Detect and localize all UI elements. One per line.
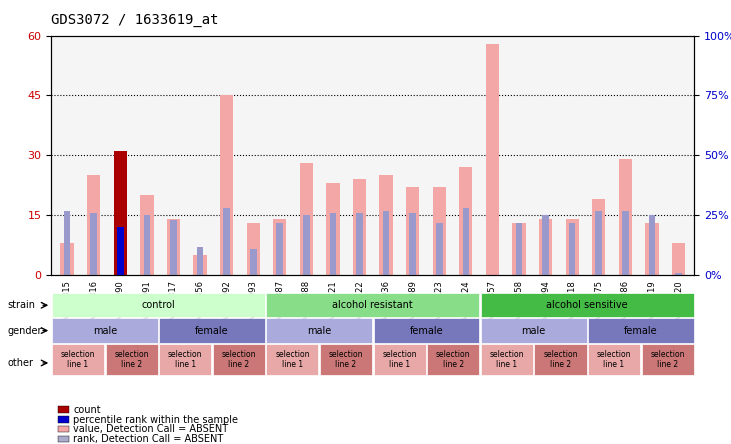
- Text: alcohol sensitive: alcohol sensitive: [547, 300, 628, 310]
- Bar: [539, 219, 552, 275]
- Text: female: female: [409, 325, 443, 336]
- Bar: [220, 95, 233, 275]
- Bar: [64, 210, 70, 275]
- Text: selection
line 2: selection line 2: [651, 350, 685, 369]
- Bar: [459, 167, 472, 275]
- Bar: [486, 44, 499, 275]
- Bar: [197, 246, 203, 275]
- Bar: [648, 215, 655, 275]
- Bar: [143, 215, 150, 275]
- Bar: [194, 255, 207, 275]
- Bar: [140, 195, 154, 275]
- Bar: [409, 213, 416, 275]
- Bar: [672, 243, 685, 275]
- Text: percentile rank within the sample: percentile rank within the sample: [73, 415, 238, 424]
- Bar: [91, 213, 97, 275]
- Bar: [618, 159, 632, 275]
- Text: GDS3072 / 1633619_at: GDS3072 / 1633619_at: [51, 13, 219, 28]
- Text: selection
line 2: selection line 2: [543, 350, 577, 369]
- Text: female: female: [624, 325, 658, 336]
- Text: strain: strain: [7, 300, 35, 310]
- Text: selection
line 1: selection line 1: [596, 350, 632, 369]
- Text: selection
line 1: selection line 1: [168, 350, 202, 369]
- Bar: [276, 222, 283, 275]
- Bar: [117, 227, 124, 275]
- Text: count: count: [73, 405, 101, 415]
- Text: control: control: [142, 300, 175, 310]
- Text: selection
line 2: selection line 2: [221, 350, 256, 369]
- Bar: [433, 187, 446, 275]
- Bar: [326, 183, 340, 275]
- Bar: [542, 215, 549, 275]
- Text: alcohol resistant: alcohol resistant: [333, 300, 413, 310]
- Bar: [622, 210, 629, 275]
- Text: selection
line 2: selection line 2: [329, 350, 363, 369]
- Bar: [250, 249, 257, 275]
- Bar: [303, 215, 310, 275]
- Bar: [675, 273, 682, 275]
- Text: value, Detection Call = ABSENT: value, Detection Call = ABSENT: [73, 424, 228, 434]
- Bar: [61, 243, 74, 275]
- Bar: [113, 151, 127, 275]
- Text: selection
line 1: selection line 1: [490, 350, 524, 369]
- Bar: [592, 199, 605, 275]
- Bar: [436, 222, 442, 275]
- Bar: [356, 213, 363, 275]
- Text: selection
line 2: selection line 2: [436, 350, 471, 369]
- Bar: [596, 210, 602, 275]
- Text: selection
line 1: selection line 1: [275, 350, 310, 369]
- Bar: [463, 208, 469, 275]
- Bar: [246, 223, 260, 275]
- Bar: [566, 219, 579, 275]
- Text: male: male: [307, 325, 331, 336]
- Bar: [569, 222, 575, 275]
- Bar: [170, 220, 177, 275]
- Bar: [167, 219, 180, 275]
- Bar: [300, 163, 313, 275]
- Text: selection
line 2: selection line 2: [114, 350, 149, 369]
- Text: selection
line 1: selection line 1: [61, 350, 95, 369]
- Bar: [383, 210, 390, 275]
- Bar: [515, 222, 523, 275]
- Text: other: other: [7, 358, 34, 368]
- Text: male: male: [521, 325, 546, 336]
- Bar: [330, 213, 336, 275]
- Text: selection
line 1: selection line 1: [382, 350, 417, 369]
- Text: gender: gender: [7, 325, 42, 336]
- Bar: [353, 179, 366, 275]
- Bar: [87, 175, 100, 275]
- Bar: [379, 175, 393, 275]
- Bar: [512, 223, 526, 275]
- Text: female: female: [195, 325, 229, 336]
- Text: rank, Detection Call = ABSENT: rank, Detection Call = ABSENT: [73, 434, 224, 444]
- Bar: [645, 223, 659, 275]
- Text: male: male: [93, 325, 117, 336]
- Bar: [406, 187, 420, 275]
- Bar: [273, 219, 287, 275]
- Bar: [223, 208, 230, 275]
